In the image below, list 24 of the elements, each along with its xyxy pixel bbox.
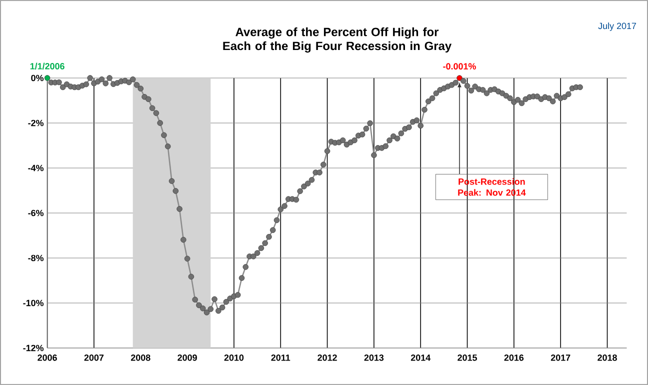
chart-title: Average of the Percent Off High for Each of the Big Four Recession in Gray	[223, 27, 452, 53]
x-tick-label: 2011	[271, 354, 290, 361]
y-tick-label: -6%	[28, 210, 44, 216]
x-tick-label: 2008	[130, 354, 150, 361]
x-tick-label: 2018	[598, 354, 617, 361]
x-tick-label: 2015	[458, 354, 477, 361]
x-tick-label: 2010	[224, 354, 244, 361]
y-tick-label: 0%	[31, 74, 44, 82]
x-tick-label: 2017	[550, 354, 570, 361]
y-tick-label: -10%	[23, 300, 44, 306]
x-tick-label: 2012	[318, 354, 337, 361]
y-tick-label: -2%	[28, 120, 44, 126]
text: July 2017	[598, 22, 636, 31]
x-tick-label: 2006	[38, 354, 57, 361]
x-tick-label: 2014	[410, 354, 431, 361]
y-tick-label: -4%	[28, 164, 44, 172]
annotation: -0.001%	[443, 63, 476, 70]
x-tick-label: 2007	[84, 354, 104, 361]
x-tick-label: 2013	[364, 354, 384, 361]
x-tick-label: 2009	[178, 354, 197, 361]
y-tick-label: -8%	[28, 254, 44, 262]
x-tick-label: 2016	[504, 354, 524, 361]
annotation: 1/1/2006	[30, 62, 64, 70]
y-tick-label: -12%	[23, 344, 44, 352]
